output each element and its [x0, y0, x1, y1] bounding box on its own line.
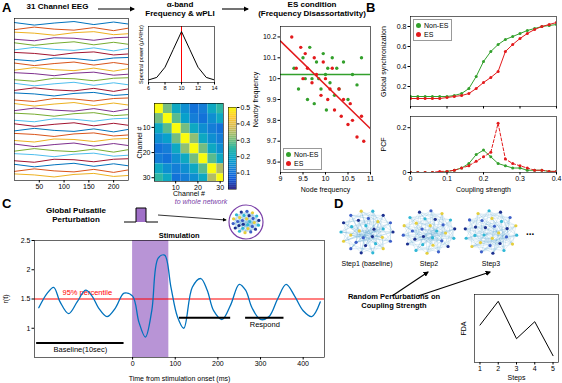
- svg-text:0.2: 0.2: [241, 153, 251, 160]
- svg-text:0.1: 0.1: [442, 175, 452, 182]
- svg-text:0.1: 0.1: [241, 169, 251, 176]
- svg-text:14: 14: [211, 85, 217, 91]
- svg-text:12: 12: [195, 85, 201, 91]
- html-text:B: B: [366, 0, 376, 15]
- svg-text:FDA: FDA: [460, 321, 467, 335]
- html-text:D: D: [334, 196, 344, 211]
- svg-text:9.6: 9.6: [267, 158, 277, 165]
- svg-text:0.6: 0.6: [397, 43, 407, 50]
- svg-text:Channel #: Channel #: [136, 126, 143, 158]
- svg-text:9.9: 9.9: [267, 96, 277, 103]
- html-text:Non-ES: Non-ES: [424, 22, 449, 29]
- svg-text:10.1: 10.1: [263, 54, 277, 61]
- svg-text:9.7: 9.7: [267, 137, 277, 144]
- html-text:Global Pulsatile Perturbation: Global Pulsatile Perturbation: [46, 206, 106, 224]
- svg-text:Spectral power (μV²/Hz): Spectral power (μV²/Hz): [138, 25, 144, 84]
- svg-text:200: 200: [108, 183, 120, 190]
- html-text:Random Perturbations on Coupli: Random Perturbations on Coupling Strengt…: [348, 292, 440, 310]
- svg-text:30: 30: [143, 174, 151, 181]
- svg-text:100: 100: [58, 183, 70, 190]
- svg-text:300: 300: [255, 360, 267, 367]
- svg-text:0.2: 0.2: [397, 124, 407, 131]
- svg-text:0: 0: [131, 360, 135, 367]
- svg-text:400: 400: [297, 360, 309, 367]
- svg-text:9.8: 9.8: [267, 117, 277, 124]
- svg-text:4: 4: [533, 365, 537, 372]
- svg-text:9.5: 9.5: [298, 175, 308, 182]
- svg-text:0.3: 0.3: [515, 175, 525, 182]
- svg-text:10: 10: [178, 85, 184, 91]
- svg-text:Steps: Steps: [508, 374, 526, 382]
- svg-text:2: 2: [496, 365, 500, 372]
- svg-text:Time from stimulation onset (m: Time from stimulation onset (ms): [129, 375, 231, 383]
- svg-text:0.5: 0.5: [241, 104, 251, 111]
- svg-text:3: 3: [515, 365, 519, 372]
- html-text:to whole network: to whole network: [174, 198, 228, 205]
- svg-text:11: 11: [367, 175, 374, 182]
- svg-text:Global synchronization: Global synchronization: [380, 26, 388, 97]
- svg-text:Coupling strength: Coupling strength: [456, 186, 511, 194]
- svg-text:10.2: 10.2: [263, 33, 277, 40]
- svg-text:200: 200: [212, 360, 224, 367]
- svg-text:0.2: 0.2: [479, 175, 489, 182]
- svg-text:10.5: 10.5: [341, 175, 355, 182]
- svg-text:10: 10: [269, 75, 277, 82]
- svg-text:1: 1: [478, 365, 482, 372]
- svg-text:150: 150: [83, 183, 95, 190]
- svg-text:r(t): r(t): [2, 295, 10, 304]
- svg-text:Baseline(10sec): Baseline(10sec): [53, 345, 107, 354]
- html-text:ES: ES: [424, 31, 434, 38]
- svg-text:Stimulation: Stimulation: [159, 231, 200, 240]
- html-text:ES condition: ES condition: [287, 0, 337, 9]
- html-text:ES: ES: [294, 160, 304, 167]
- svg-text:0: 0: [409, 175, 413, 182]
- svg-text:20: 20: [194, 184, 202, 192]
- svg-text:8: 8: [163, 85, 166, 91]
- svg-text:6: 6: [147, 85, 150, 91]
- svg-text:100: 100: [169, 360, 181, 367]
- svg-text:PCF: PCF: [380, 138, 387, 152]
- html-text:C: C: [2, 196, 12, 211]
- svg-text:20: 20: [143, 149, 151, 156]
- svg-text:0.4: 0.4: [241, 120, 251, 127]
- svg-text:Respond: Respond: [250, 320, 280, 329]
- svg-text:Node frequency: Node frequency: [301, 186, 351, 194]
- svg-text:30: 30: [216, 184, 224, 191]
- html-text:Frequency & wPLI: Frequency & wPLI: [145, 9, 215, 18]
- html-text:α-band: α-band: [166, 0, 194, 9]
- svg-text:0.4: 0.4: [552, 175, 562, 182]
- svg-text:0: 0: [403, 169, 407, 176]
- svg-text:9: 9: [279, 175, 283, 182]
- svg-text:10: 10: [322, 175, 330, 182]
- svg-text:10: 10: [143, 124, 151, 131]
- html-text:(Frequency Disassortativity): (Frequency Disassortativity): [258, 9, 366, 18]
- svg-text:0.3: 0.3: [241, 137, 251, 144]
- svg-text:0.8: 0.8: [397, 23, 407, 30]
- svg-text:1: 1: [27, 324, 31, 331]
- svg-text:2: 2: [27, 266, 31, 273]
- svg-text:Nearby frequency: Nearby frequency: [252, 71, 260, 127]
- html-text:A: A: [2, 0, 12, 15]
- svg-text:1.5: 1.5: [21, 295, 31, 302]
- svg-text:Channel #: Channel #: [173, 190, 205, 197]
- svg-text:10: 10: [171, 184, 180, 192]
- html-text:31 Channel EEG: 31 Channel EEG: [26, 2, 89, 11]
- html-text:Non-ES: Non-ES: [294, 151, 319, 158]
- svg-text:0.2: 0.2: [397, 83, 407, 90]
- svg-text:2.5: 2.5: [21, 237, 31, 244]
- svg-text:50: 50: [35, 183, 43, 190]
- svg-text:95% percentile: 95% percentile: [63, 288, 113, 297]
- html-text:Step1 (baseline): Step1 (baseline): [341, 260, 393, 267]
- svg-text:5: 5: [551, 365, 555, 372]
- html-text:Step2: Step2: [419, 260, 439, 267]
- html-text:Step3: Step3: [481, 260, 501, 267]
- svg-text:0.4: 0.4: [397, 63, 407, 70]
